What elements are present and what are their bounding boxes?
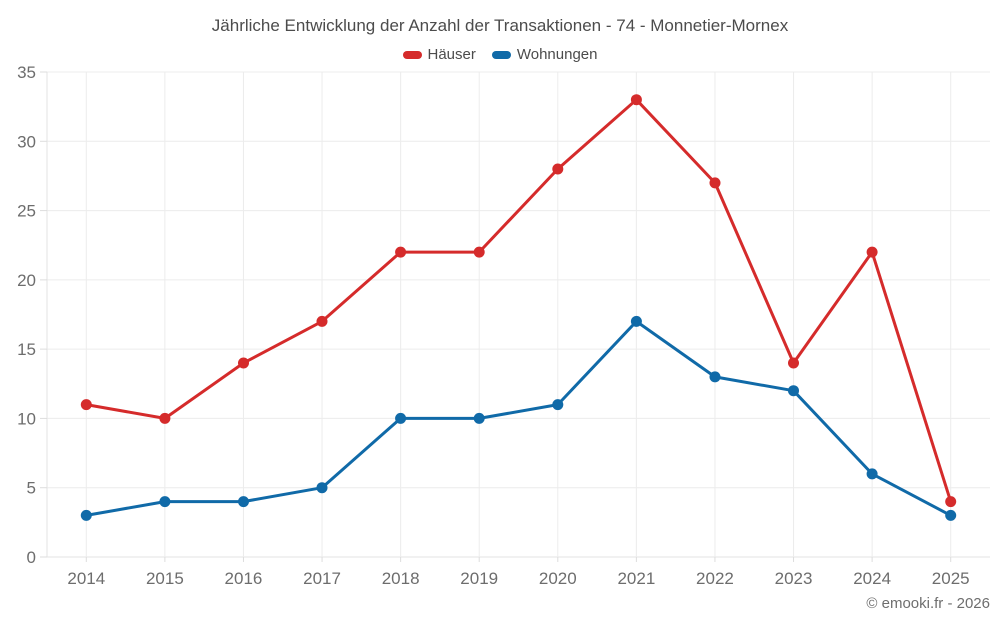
point-hauser-2023[interactable] bbox=[788, 357, 799, 369]
y-axis-label: 5 bbox=[27, 479, 36, 498]
point-hauser-2022[interactable] bbox=[709, 177, 721, 189]
y-axis-label: 25 bbox=[17, 202, 36, 221]
x-axis-label: 2016 bbox=[225, 569, 263, 588]
y-axis-label: 35 bbox=[17, 63, 36, 82]
point-wohnungen-2014[interactable] bbox=[80, 509, 92, 521]
point-wohnungen-2020[interactable] bbox=[552, 399, 564, 411]
point-wohnungen-2018[interactable] bbox=[395, 412, 407, 424]
copyright-footer: © emooki.fr - 2026 bbox=[866, 595, 990, 612]
x-axis-label: 2014 bbox=[67, 569, 105, 588]
chart-title: Jährliche Entwicklung der Anzahl der Tra… bbox=[211, 16, 789, 35]
point-hauser-2016[interactable] bbox=[238, 357, 249, 369]
x-axis-label: 2022 bbox=[696, 569, 734, 588]
point-wohnungen-2016[interactable] bbox=[238, 496, 249, 508]
axis-ticks bbox=[40, 71, 952, 562]
point-hauser-2015[interactable] bbox=[159, 412, 171, 424]
legend-item-hauser[interactable]: Häuser bbox=[402, 46, 476, 63]
series-wohnungen bbox=[80, 315, 957, 521]
y-axis-label: 30 bbox=[17, 132, 36, 151]
x-axis-label: 2023 bbox=[775, 569, 813, 588]
x-axis-label: 2018 bbox=[382, 569, 420, 588]
legend-swatch-wohnungen-icon bbox=[491, 50, 511, 59]
gridlines bbox=[46, 71, 990, 558]
y-axis-label: 0 bbox=[27, 548, 36, 567]
point-wohnungen-2025[interactable] bbox=[945, 509, 957, 521]
x-axis-label: 2024 bbox=[853, 569, 891, 588]
legend-label-wohnungen: Wohnungen bbox=[516, 46, 598, 63]
point-wohnungen-2024[interactable] bbox=[866, 468, 878, 480]
point-wohnungen-2019[interactable] bbox=[473, 412, 485, 424]
point-wohnungen-2023[interactable] bbox=[788, 385, 799, 397]
line-hauser bbox=[84, 98, 953, 504]
point-hauser-2020[interactable] bbox=[552, 163, 564, 175]
point-hauser-2018[interactable] bbox=[395, 246, 407, 258]
x-axis-label: 2021 bbox=[617, 569, 655, 588]
point-wohnungen-2015[interactable] bbox=[159, 496, 171, 508]
x-axis-label: 2017 bbox=[303, 569, 341, 588]
legend-swatch-hauser-icon bbox=[402, 50, 422, 59]
point-hauser-2019[interactable] bbox=[473, 246, 485, 258]
point-hauser-2014[interactable] bbox=[80, 399, 92, 411]
point-hauser-2017[interactable] bbox=[316, 315, 328, 327]
point-wohnungen-2022[interactable] bbox=[709, 371, 721, 383]
x-axis-label: 2020 bbox=[539, 569, 577, 588]
y-axis-label: 20 bbox=[17, 271, 36, 290]
point-hauser-2025[interactable] bbox=[945, 496, 957, 508]
chart-legend: Häuser Wohnungen bbox=[0, 46, 1000, 63]
x-axis-label: 2019 bbox=[460, 569, 498, 588]
line-wohnungen bbox=[84, 319, 953, 517]
legend-item-wohnungen[interactable]: Wohnungen bbox=[491, 46, 598, 63]
series-hauser bbox=[80, 94, 957, 508]
y-axis-label: 10 bbox=[17, 409, 36, 428]
point-hauser-2024[interactable] bbox=[866, 246, 878, 258]
x-axis-label: 2025 bbox=[932, 569, 970, 588]
point-hauser-2021[interactable] bbox=[630, 94, 642, 106]
point-wohnungen-2017[interactable] bbox=[316, 482, 328, 494]
x-axis-label: 2015 bbox=[146, 569, 184, 588]
y-axis-label: 15 bbox=[17, 340, 36, 359]
legend-label-hauser: Häuser bbox=[427, 46, 476, 63]
point-wohnungen-2021[interactable] bbox=[630, 315, 642, 327]
